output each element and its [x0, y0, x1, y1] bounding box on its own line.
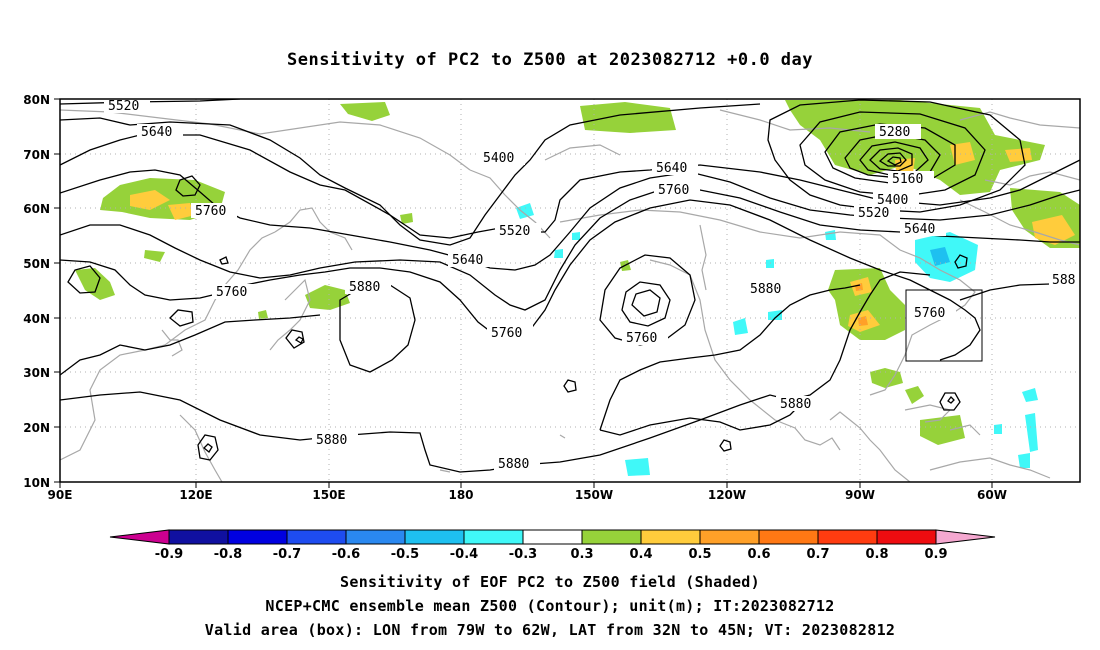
contour-label: 588 [1052, 273, 1075, 288]
contour-label-group: 5520 5640 5400 5640 5760 5280 5160 5400 … [104, 98, 1080, 472]
footer-line-1: Sensitivity of EOF PC2 to Z500 field (Sh… [340, 573, 760, 591]
colorbar-arrow-left [109, 529, 170, 545]
contour-label: 5640 [141, 125, 172, 140]
contour-label: 5760 [658, 183, 689, 198]
lon-tick-label: 120W [708, 488, 746, 502]
contour-label: 5280 [879, 125, 910, 140]
contour-label: 5760 [491, 326, 522, 341]
lat-tick-label: 80N [23, 93, 50, 107]
valid-area-box [905, 289, 983, 362]
lon-axis: 90E 120E 150E 180 150W 120W 90W 60W [48, 482, 1007, 502]
colorbar: -0.9 -0.8 -0.7 -0.6 -0.5 -0.4 -0.3 0.3 0.4 0.5 0.6… [109, 529, 996, 562]
shaded-sensitivity [75, 100, 1080, 476]
colorbar-label: 0.5 [688, 547, 711, 562]
lon-tick-label: 180 [448, 488, 473, 502]
colorbar-swatch [699, 529, 760, 545]
chart-title: Sensitivity of PC2 to Z500 at 2023082712… [286, 50, 813, 70]
lat-tick-label: 20N [23, 421, 50, 435]
lat-tick-label: 50N [23, 257, 50, 271]
colorbar-swatch [404, 529, 465, 545]
colorbar-swatch [168, 529, 229, 545]
contour-label: 5760 [626, 331, 657, 346]
colorbar-label: -0.7 [273, 547, 301, 562]
colorbar-swatch [286, 529, 347, 545]
colorbar-swatch [758, 529, 819, 545]
lon-tick-label: 90E [48, 488, 73, 502]
plot-frame [59, 98, 1081, 483]
colorbar-label: 0.3 [570, 547, 593, 562]
contour-label: 5760 [914, 306, 945, 321]
lon-tick-label: 150W [575, 488, 613, 502]
colorbar-label: -0.6 [332, 547, 360, 562]
contour-label: 5880 [750, 282, 781, 297]
contour-label: 5880 [349, 280, 380, 295]
lon-tick-label: 90W [845, 488, 875, 502]
colorbar-swatch [581, 529, 642, 545]
lon-tick-label: 60W [977, 488, 1007, 502]
lat-axis: 80N 70N 60N 50N 40N 30N 20N 10N [23, 93, 60, 490]
colorbar-swatch [876, 529, 937, 545]
contour-label: 5400 [877, 193, 908, 208]
colorbar-swatch [463, 529, 524, 545]
colorbar-label: -0.3 [509, 547, 537, 562]
colorbar-label: 0.9 [924, 547, 947, 562]
colorbar-label: 0.8 [865, 547, 888, 562]
contour-label: 5640 [452, 253, 483, 268]
lat-tick-label: 70N [23, 148, 50, 162]
colorbar-label: -0.5 [391, 547, 419, 562]
contour-label: 5520 [108, 99, 139, 114]
contour-label: 5400 [483, 151, 514, 166]
contour-label: 5160 [892, 172, 923, 187]
lon-tick-label: 150E [312, 488, 345, 502]
colorbar-label: 0.7 [806, 547, 829, 562]
colorbar-swatch [227, 529, 288, 545]
footer-line-3: Valid area (box): LON from 79W to 62W, L… [204, 621, 896, 639]
contour-label: 5520 [499, 224, 530, 239]
contour-label: 5640 [656, 161, 687, 176]
colorbar-label: 0.6 [747, 547, 770, 562]
colorbar-swatch [522, 529, 583, 545]
contour-label: 5880 [780, 397, 811, 412]
contour-label: 5760 [216, 285, 247, 300]
colorbar-arrow-right [935, 529, 996, 545]
lat-tick-label: 30N [23, 366, 50, 380]
lat-tick-label: 40N [23, 312, 50, 326]
lon-tick-label: 120E [179, 488, 212, 502]
contour-label: 5640 [904, 222, 935, 237]
contour-label: 5520 [858, 206, 889, 221]
footer-line-2: NCEP+CMC ensemble mean Z500 (Contour); u… [265, 597, 835, 615]
colorbar-label: -0.9 [155, 547, 183, 562]
contour-label: 5880 [316, 433, 347, 448]
contour-label: 5760 [195, 204, 226, 219]
colorbar-label: 0.4 [629, 547, 652, 562]
colorbar-swatch [345, 529, 406, 545]
lat-tick-label: 60N [23, 202, 50, 216]
colorbar-label: -0.4 [450, 547, 478, 562]
coastlines [60, 109, 1080, 482]
colorbar-label: -0.8 [214, 547, 242, 562]
lat-tick-label: 10N [23, 476, 50, 490]
colorbar-swatch [817, 529, 878, 545]
contour-label: 5880 [498, 457, 529, 472]
colorbar-swatch [640, 529, 701, 545]
